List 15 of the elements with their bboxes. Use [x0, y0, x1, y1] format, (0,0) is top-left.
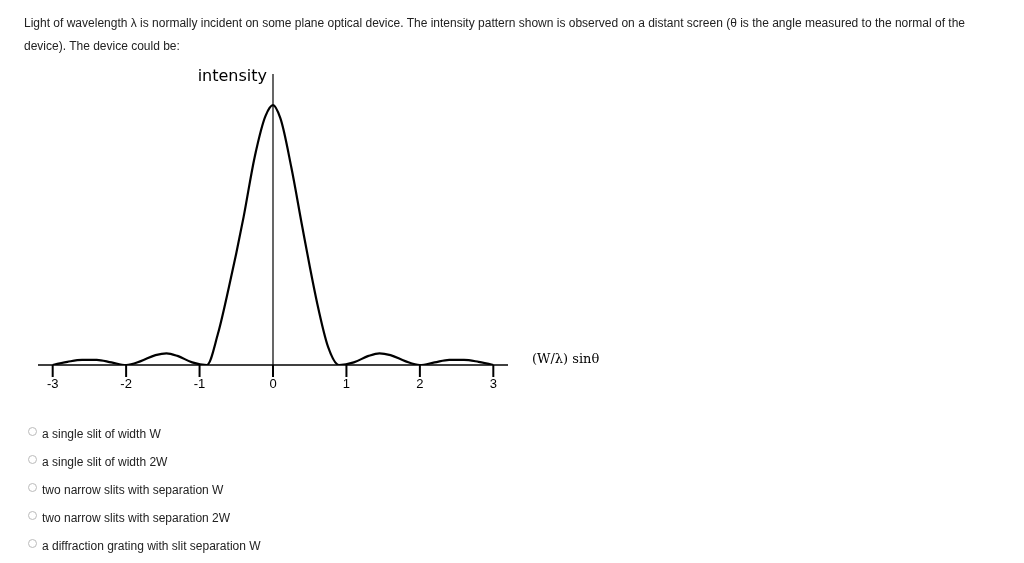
chart-title: Light of wavelength λ is normally incident on some plane optical device. The intensity pattern shown is observed on a distant screen (θ is the angle measured to the normal of the device). The device could be: [24, 15, 966, 55]
text: a diffraction grating with slit separation W [42, 539, 261, 553]
y-axis-title: intensity [196, 66, 267, 85]
x-tick-label: 0 [269, 376, 277, 392]
x-tick-label: 3 [489, 376, 497, 392]
text: two narrow slits with separation W [42, 483, 224, 497]
text: a single slit of width 2W [42, 455, 168, 469]
x-tick-label: 1 [342, 376, 351, 392]
x-tick-label: -2 [120, 376, 132, 392]
x-tick-label: 2 [416, 376, 424, 392]
text: two narrow slits with separation 2W [42, 511, 231, 525]
x-tick-label: -3 [46, 376, 59, 392]
x-axis-title: (W/λ) sinθ [532, 351, 600, 366]
x-tick-label: -1 [193, 376, 206, 392]
text: a single slit of width W [42, 427, 161, 441]
